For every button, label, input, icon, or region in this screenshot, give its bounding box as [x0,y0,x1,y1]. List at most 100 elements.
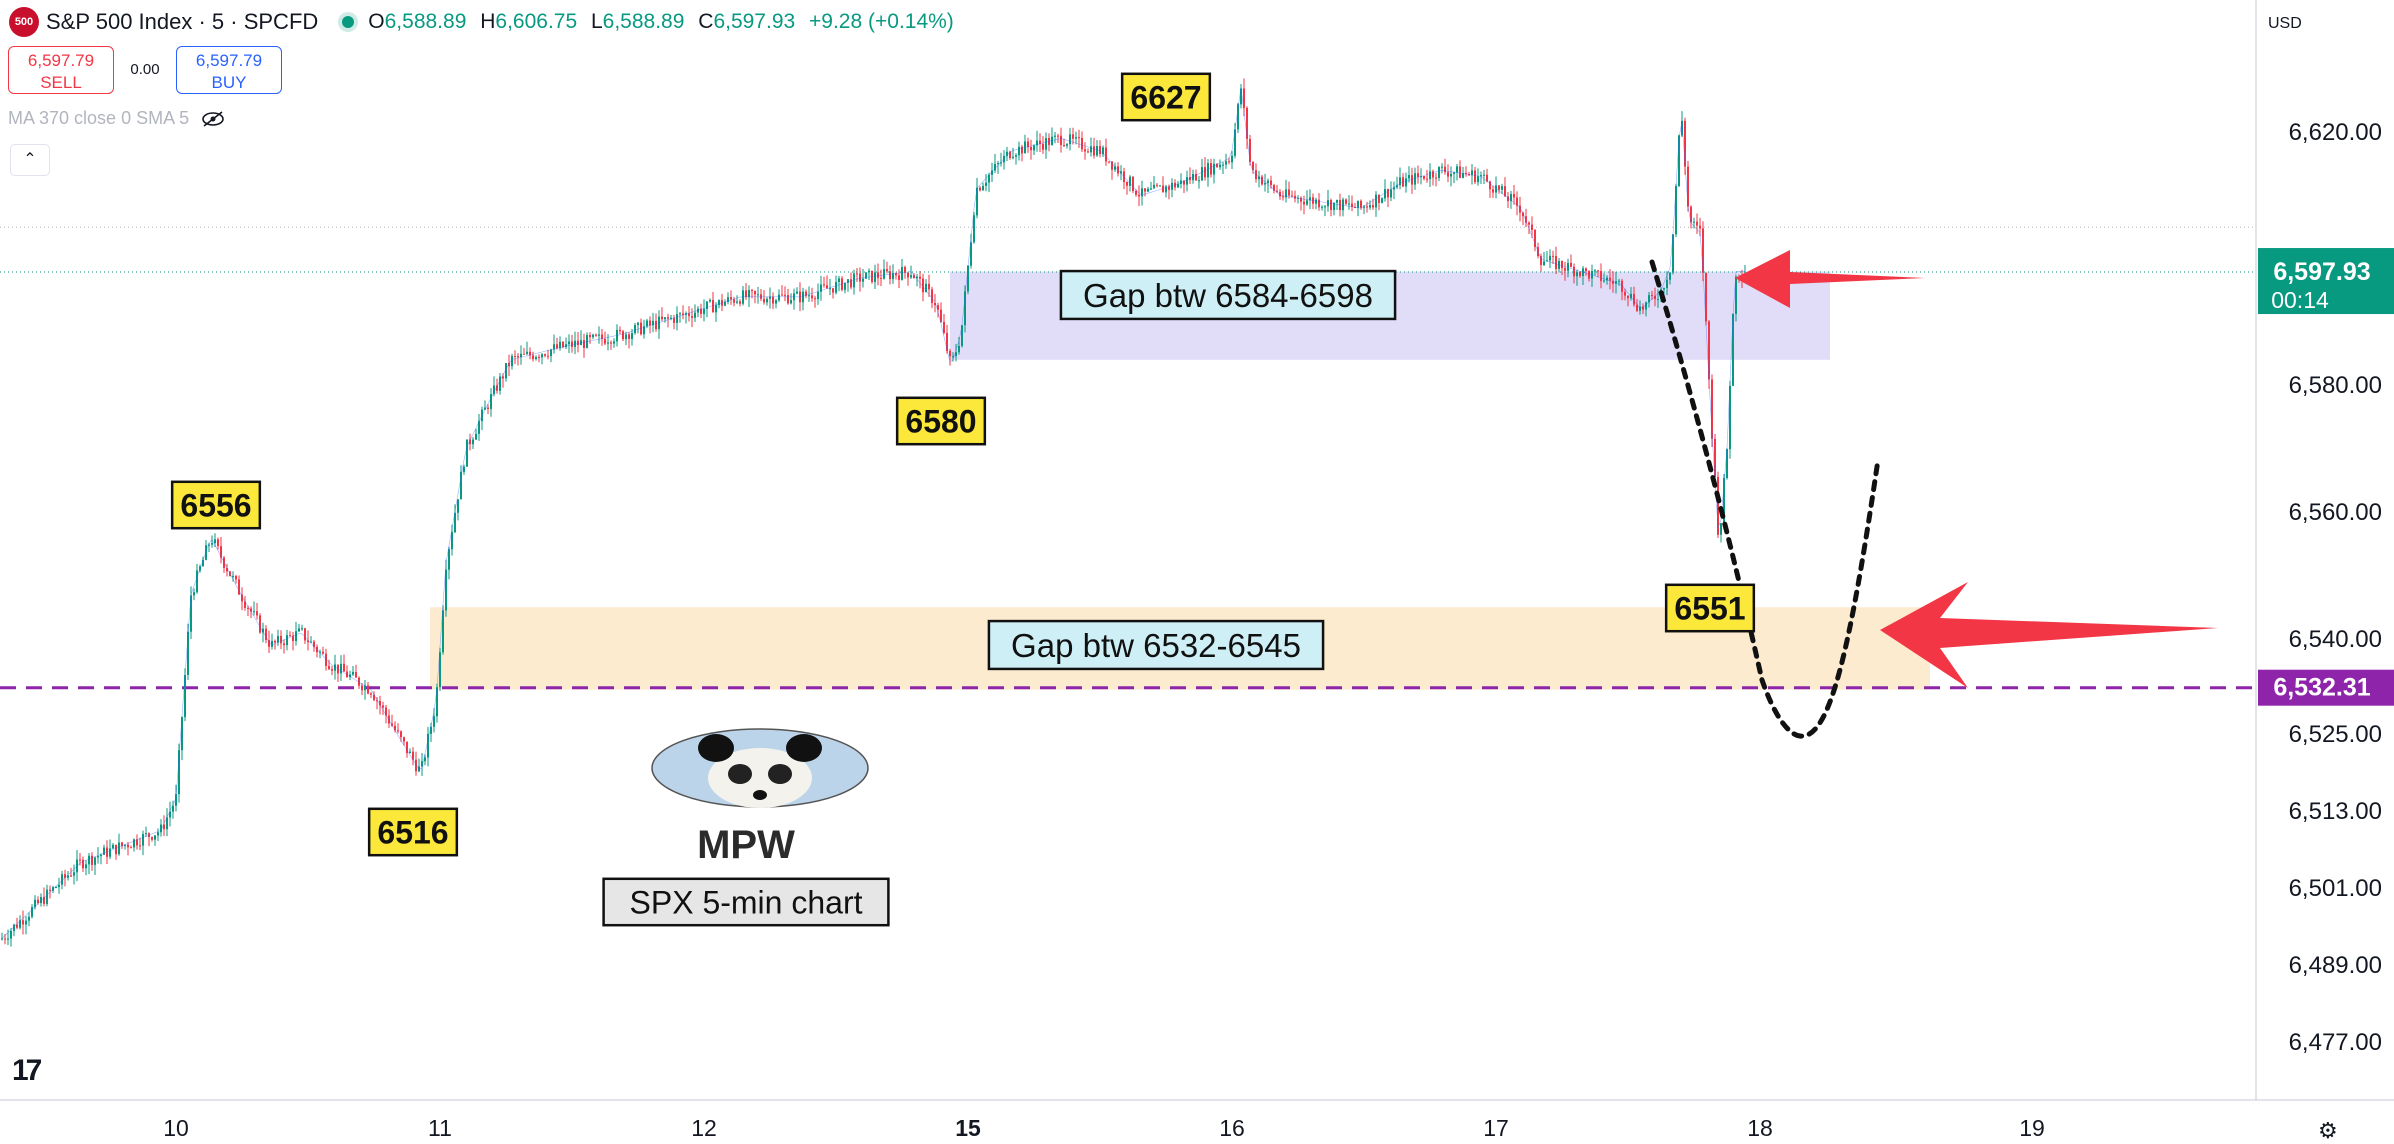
candle-body [1732,313,1734,386]
red-arrows [1735,250,2218,688]
candle-body [832,288,834,293]
collapse-legend-button[interactable]: ⌃ [10,144,50,176]
candle-body [1573,266,1575,277]
candle-body [1159,185,1161,187]
candle-body [1657,298,1659,300]
candle-body [445,569,447,611]
candle-body [994,163,996,171]
candle-body [790,300,792,304]
candle-body [352,672,354,675]
candle-body [415,759,417,772]
candle-body [928,283,930,290]
swing-label-box [895,396,987,446]
candle-body [1609,277,1611,281]
candle-body [301,628,303,630]
candle-body [1273,185,1275,191]
candle-body [1693,221,1695,223]
candle-body [184,674,186,718]
sell-label: SELL [40,73,82,92]
candle-body [469,439,471,445]
candle-body [763,298,765,303]
candle-body [895,273,897,276]
candle-body [838,278,840,283]
candle-body [955,352,957,357]
price-tick-label: 6,560.00 [2289,499,2382,526]
candle-body [22,920,24,925]
candle-body [1279,191,1281,197]
candle-body [589,335,591,338]
candle-body [1669,272,1671,280]
candle-body [1438,166,1440,179]
candle-body [1699,225,1701,229]
candle-body [1222,164,1224,166]
candle-body [1630,293,1632,299]
indicator-row[interactable]: MA 370 close 0 SMA 5 [8,108,225,129]
candle-body [154,835,156,840]
candle-body [757,294,759,296]
candle-body [988,174,990,183]
candle-body [181,717,183,751]
candle-body [730,297,732,300]
tradingview-logo-icon[interactable]: 17 [12,1054,42,1087]
candle-body [1036,140,1038,146]
candle-body [211,543,213,545]
candle-body [1405,178,1407,187]
candle-body [754,291,756,295]
candle-body [1069,134,1071,145]
candle-body [643,326,645,335]
candle-body [1285,189,1287,198]
candle-body [1453,172,1455,174]
candle-body [1465,173,1467,175]
candle-body [682,313,684,315]
candle-body [1432,171,1434,178]
candle-body [601,334,603,339]
candle-body [1648,295,1650,303]
sell-button[interactable]: 6,597.79 SELL [8,46,114,94]
candle-body [1729,385,1731,450]
candle-body [538,357,540,359]
candle-body [1567,262,1569,271]
candle-body [652,320,654,326]
candle-body [430,726,432,734]
candle-body [262,628,264,633]
candle-body [1291,195,1293,197]
candle-body [523,353,525,355]
candle-body [637,322,639,326]
chart-annotation-text: SPX 5-min chart [630,885,863,921]
symbol-title[interactable]: S&P 500 Index · 5 · SPCFD [46,9,319,34]
candle-body [1498,185,1500,190]
candle-body [1696,221,1698,226]
buy-button[interactable]: 6,597.79 BUY [176,46,282,94]
gap-upper-label: Gap btw 6584-6598 [1059,269,1397,321]
index-logo[interactable]: 500 [9,7,39,37]
candle-body [865,272,867,279]
candle-body [31,907,33,917]
gear-icon[interactable]: ⚙ [2318,1118,2338,1143]
candle-body [487,407,489,409]
candle-body [313,641,315,647]
candle-body [463,466,465,472]
candle-body [1426,178,1428,180]
swing-label: 6556 [170,480,262,530]
candle-body [70,875,72,877]
eye-off-icon[interactable] [201,110,225,128]
candle-body [310,641,312,643]
candle-body [544,354,546,356]
candle-body [298,628,300,632]
candle-body [1000,162,1002,164]
candle-body [1690,206,1692,223]
gap-lower-label-text: Gap btw 6532-6545 [1011,627,1301,664]
candle-body [136,839,138,846]
candle-body [997,163,999,165]
candle-body [466,439,468,467]
candle-body [1270,180,1272,186]
candle-body [1378,194,1380,203]
candle-body [250,608,252,612]
candle-body [472,439,474,445]
candle-body [739,301,741,304]
candle-body [496,385,498,391]
candle-body [232,575,234,577]
candle-body [478,421,480,434]
open-value: 6,588.89 [384,10,467,33]
